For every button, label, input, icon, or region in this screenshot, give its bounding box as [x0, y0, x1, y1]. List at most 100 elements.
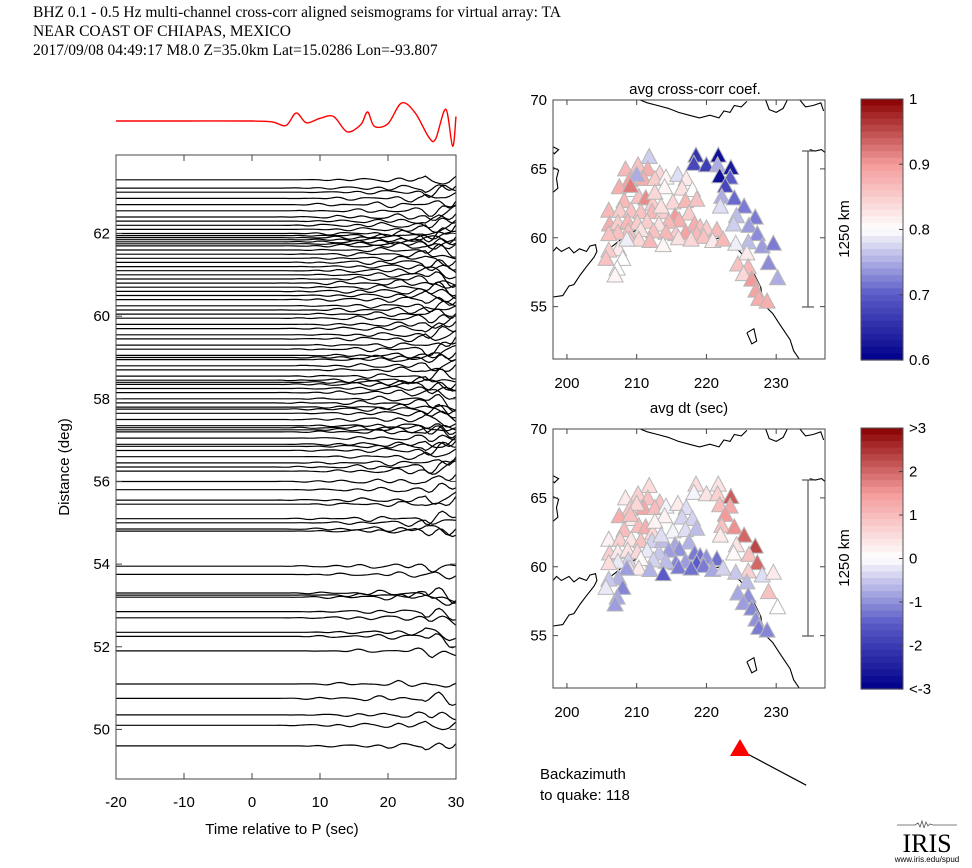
station-marker[interactable] [735, 526, 753, 543]
station-marker[interactable] [710, 495, 729, 513]
station-marker[interactable] [669, 557, 688, 575]
station-marker[interactable] [645, 183, 664, 200]
station-marker[interactable] [682, 230, 700, 247]
station-marker[interactable] [597, 578, 615, 595]
station-marker[interactable] [697, 155, 716, 173]
station-marker[interactable] [728, 583, 747, 601]
station-marker[interactable] [694, 556, 713, 573]
station-marker[interactable] [687, 190, 706, 207]
station-marker[interactable] [641, 231, 659, 249]
station-marker[interactable] [746, 537, 765, 554]
station-marker[interactable] [611, 201, 629, 218]
station-marker[interactable] [759, 253, 778, 271]
station-marker[interactable] [768, 597, 787, 615]
station-marker[interactable] [734, 264, 753, 282]
station-marker[interactable] [606, 594, 624, 612]
station-marker[interactable] [746, 208, 765, 225]
station-marker[interactable] [697, 484, 716, 502]
station-marker[interactable] [738, 243, 756, 261]
station-marker[interactable] [728, 254, 747, 272]
station-marker[interactable] [618, 559, 636, 576]
station-marker[interactable] [629, 230, 648, 247]
station-marker[interactable] [764, 563, 783, 580]
station-marker[interactable] [740, 545, 758, 562]
station-marker[interactable] [627, 494, 646, 511]
station-marker[interactable] [758, 621, 776, 638]
station-marker[interactable] [670, 210, 689, 228]
station-marker[interactable] [758, 292, 776, 309]
map-frame [552, 99, 826, 360]
station-marker[interactable] [613, 578, 632, 595]
station-marker[interactable] [735, 197, 753, 214]
station-marker[interactable] [724, 214, 743, 232]
station-marker[interactable] [652, 526, 670, 543]
station-marker[interactable] [645, 512, 664, 529]
station-marker[interactable] [606, 265, 624, 283]
station-marker[interactable] [748, 224, 767, 242]
station-marker[interactable] [740, 216, 758, 233]
station-marker[interactable] [734, 593, 753, 611]
station-marker[interactable] [613, 249, 632, 266]
station-marker[interactable] [638, 541, 656, 558]
station-marker[interactable] [669, 228, 688, 246]
station-marker[interactable] [597, 249, 615, 266]
station-marker[interactable] [673, 508, 691, 525]
station-marker[interactable] [599, 553, 618, 571]
station-marker[interactable] [641, 560, 659, 578]
station-marker[interactable] [669, 494, 687, 511]
station-marker[interactable] [673, 179, 691, 196]
station-marker[interactable] [725, 188, 744, 206]
station-marker[interactable] [621, 505, 640, 522]
station-marker[interactable] [621, 176, 640, 193]
station-marker[interactable] [659, 541, 678, 558]
station-marker[interactable] [659, 212, 678, 229]
station-marker[interactable] [629, 559, 648, 576]
station-marker[interactable] [652, 197, 670, 214]
station-marker[interactable] [748, 553, 767, 571]
coastline [746, 327, 758, 345]
station-marker[interactable] [640, 147, 659, 164]
station-marker[interactable] [694, 227, 713, 244]
station-marker[interactable] [685, 483, 703, 500]
station-marker[interactable] [714, 559, 733, 576]
station-marker[interactable] [655, 177, 674, 195]
station-marker[interactable] [627, 165, 646, 182]
iris-url[interactable]: www.iris.edu/spud [894, 855, 960, 864]
colorbar-swatch [861, 584, 903, 592]
seismogram-trace [116, 264, 457, 274]
station-marker[interactable] [638, 212, 656, 229]
station-marker[interactable] [764, 234, 783, 251]
station-marker[interactable] [669, 165, 687, 182]
station-marker[interactable] [618, 230, 636, 247]
iris-logo[interactable]: IRIS www.iris.edu/spud [882, 815, 972, 864]
station-marker[interactable] [714, 230, 733, 247]
station-marker[interactable] [685, 154, 703, 171]
station-marker[interactable] [670, 539, 689, 557]
station-marker[interactable] [680, 532, 698, 550]
seismogram-trace [116, 393, 457, 412]
station-marker[interactable] [711, 197, 730, 214]
station-marker[interactable] [611, 530, 629, 547]
station-marker[interactable] [759, 582, 778, 600]
station-marker[interactable] [738, 572, 756, 590]
station-marker[interactable] [726, 234, 745, 251]
station-marker[interactable] [726, 563, 745, 580]
station-marker[interactable] [710, 166, 729, 184]
station-marker[interactable] [682, 559, 700, 576]
station-marker[interactable] [654, 564, 673, 582]
station-marker[interactable] [657, 223, 675, 240]
station-marker[interactable] [655, 506, 674, 524]
station-marker[interactable] [680, 203, 698, 221]
station-marker[interactable] [640, 476, 659, 493]
colorbar-swatch [861, 454, 903, 462]
station-marker[interactable] [664, 521, 682, 539]
station-marker[interactable] [654, 235, 673, 253]
station-marker[interactable] [711, 526, 730, 543]
station-marker[interactable] [657, 552, 675, 569]
station-marker[interactable] [687, 519, 706, 536]
station-marker[interactable] [725, 517, 744, 535]
station-marker[interactable] [724, 543, 743, 561]
station-marker[interactable] [599, 224, 618, 242]
station-marker[interactable] [664, 192, 682, 210]
station-marker[interactable] [768, 268, 787, 286]
